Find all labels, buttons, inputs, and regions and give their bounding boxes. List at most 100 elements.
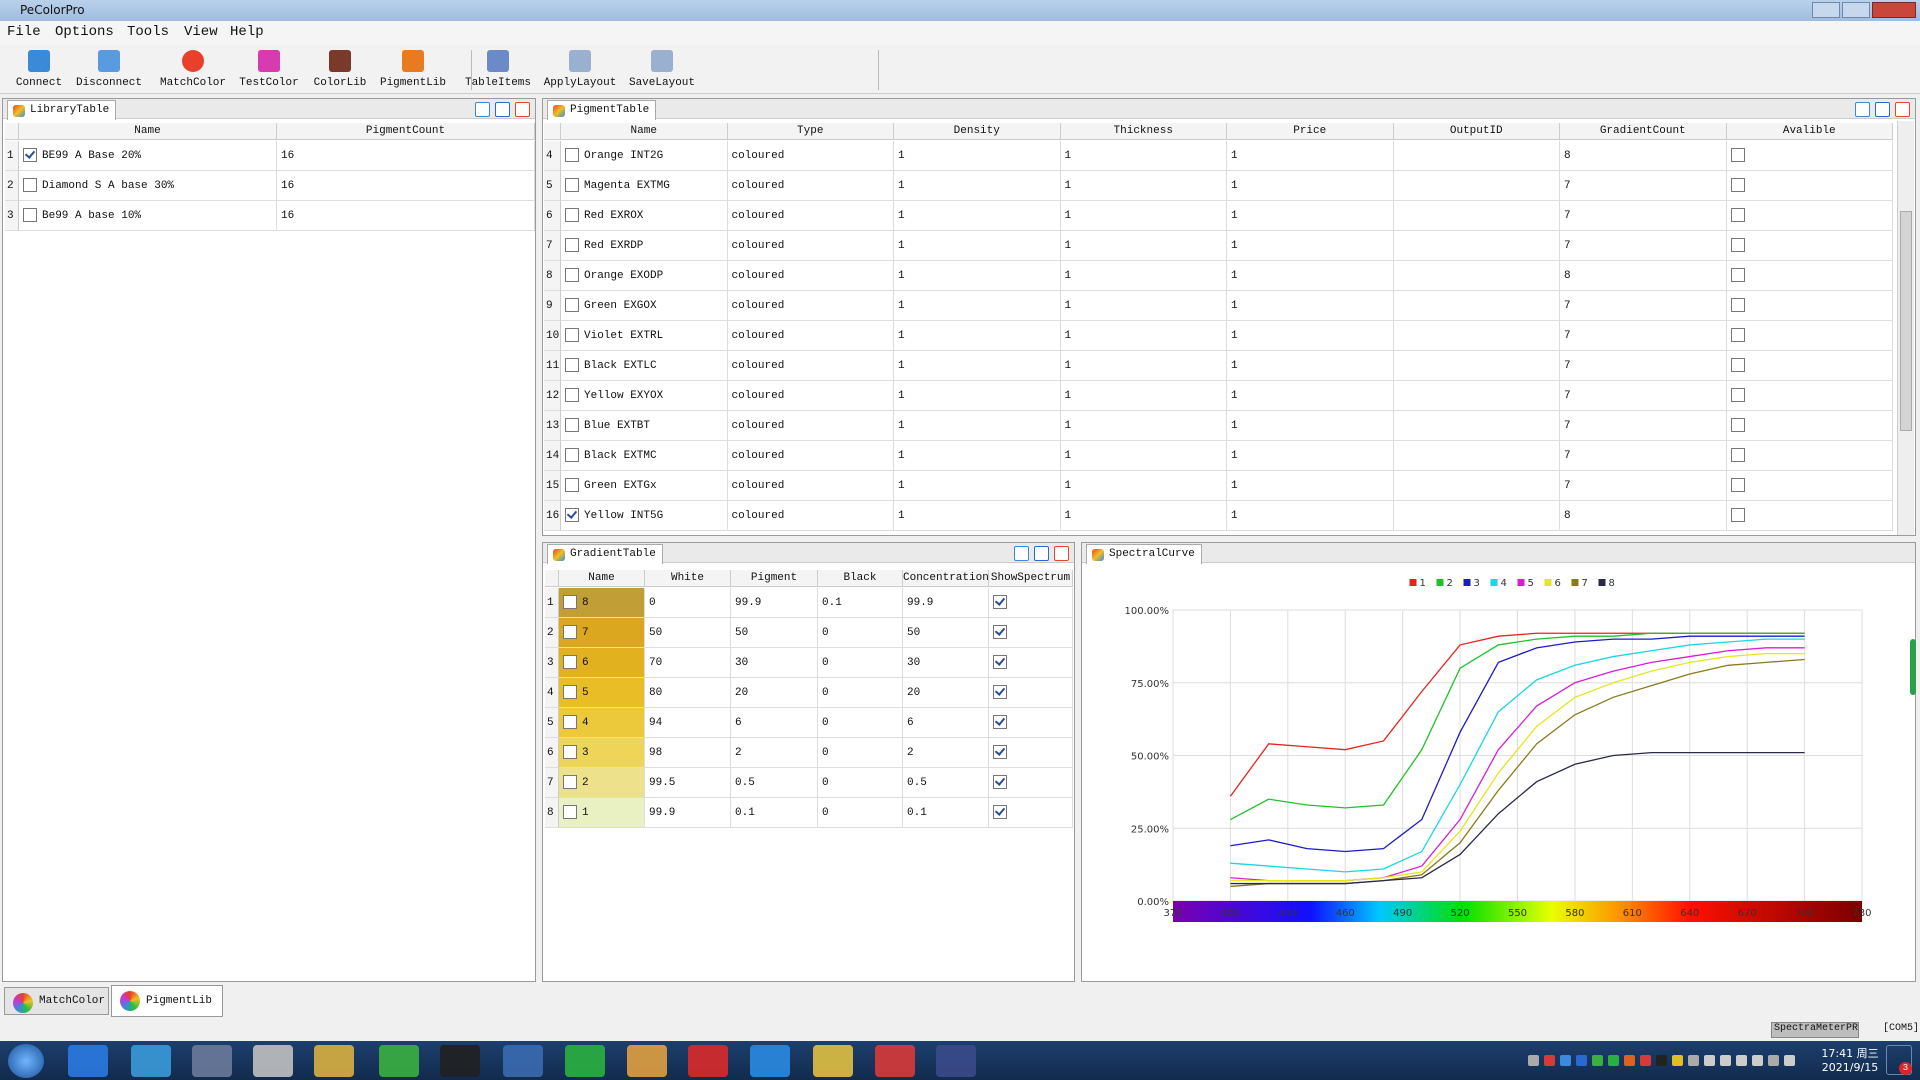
checkbox[interactable]	[1730, 358, 1745, 373]
table-cell[interactable]: 3	[559, 738, 645, 768]
table-cell[interactable]: coloured	[727, 261, 894, 291]
table-cell[interactable]: coloured	[727, 471, 894, 501]
checkbox[interactable]	[1730, 508, 1745, 523]
table-cell[interactable]: 0	[818, 618, 903, 648]
checkbox[interactable]	[565, 178, 579, 193]
table-cell[interactable]: 7	[1560, 201, 1727, 231]
table-cell[interactable]: Yellow EXYOX	[561, 381, 728, 411]
table-cell[interactable]: 1	[894, 501, 1061, 531]
table-cell[interactable]	[1393, 501, 1560, 531]
checkbox[interactable]	[563, 715, 577, 730]
notification-button[interactable]: 3	[1886, 1045, 1912, 1075]
checkbox[interactable]	[563, 655, 577, 670]
table-cell[interactable]	[1393, 351, 1560, 381]
checkbox[interactable]	[565, 238, 579, 253]
checkbox[interactable]	[563, 685, 577, 700]
toolbar-button[interactable]: ColorLib	[300, 47, 380, 92]
table-cell[interactable]: 16	[277, 201, 535, 231]
table-cell[interactable]: 1	[894, 141, 1061, 171]
table-cell[interactable]: 50	[731, 618, 818, 648]
table-cell[interactable]	[1726, 441, 1893, 471]
tray-icon[interactable]	[1624, 1055, 1635, 1066]
header-button[interactable]	[1054, 546, 1069, 561]
table-cell[interactable]: 1	[1060, 141, 1227, 171]
start-button[interactable]	[8, 1044, 44, 1078]
tray-icon[interactable]	[1672, 1055, 1683, 1066]
header-button[interactable]	[475, 102, 490, 117]
table-cell[interactable]: 0	[818, 678, 903, 708]
table-cell[interactable]: 1	[1227, 471, 1394, 501]
table-cell[interactable]: 50	[903, 618, 989, 648]
checkbox[interactable]	[563, 745, 577, 760]
table-cell[interactable]	[989, 678, 1073, 708]
checkbox[interactable]	[993, 655, 1007, 670]
taskbar-app[interactable]	[253, 1045, 294, 1077]
checkbox[interactable]	[993, 685, 1007, 700]
taskbar-app[interactable]	[626, 1045, 667, 1077]
table-cell[interactable]	[1726, 411, 1893, 441]
header-button[interactable]	[1895, 102, 1910, 117]
taskbar-app[interactable]	[875, 1045, 916, 1077]
table-cell[interactable]: coloured	[727, 201, 894, 231]
table-cell[interactable]: 1	[1227, 381, 1394, 411]
close-button[interactable]	[1872, 2, 1916, 18]
table-cell[interactable]	[1393, 201, 1560, 231]
table-cell[interactable]: 2	[559, 768, 645, 798]
table-cell[interactable]: 70	[645, 648, 731, 678]
tray-icon[interactable]	[1544, 1055, 1555, 1066]
checkbox[interactable]	[993, 805, 1007, 820]
table-cell[interactable]	[1726, 351, 1893, 381]
table-cell[interactable]: 2	[903, 738, 989, 768]
table-cell[interactable]	[1393, 381, 1560, 411]
column-header[interactable]: Concentration%	[903, 570, 989, 587]
table-cell[interactable]: coloured	[727, 441, 894, 471]
table-cell[interactable]	[1726, 201, 1893, 231]
header-button[interactable]	[1855, 102, 1870, 117]
taskbar-app[interactable]	[191, 1045, 232, 1077]
table-cell[interactable]: coloured	[727, 381, 894, 411]
table-cell[interactable]: 7	[1560, 381, 1727, 411]
checkbox[interactable]	[23, 208, 37, 223]
table-cell[interactable]	[1726, 381, 1893, 411]
menu-item[interactable]: File	[7, 24, 41, 40]
table-cell[interactable]: 94	[645, 708, 731, 738]
table-cell[interactable]: coloured	[727, 171, 894, 201]
scroll-thumb[interactable]	[1900, 211, 1912, 431]
table-cell[interactable]: 0	[645, 588, 731, 618]
table-cell[interactable]: 50	[645, 618, 731, 648]
toolbar-button[interactable]: MatchColor	[153, 47, 233, 92]
tray-icon[interactable]	[1576, 1055, 1587, 1066]
checkbox[interactable]	[1730, 418, 1745, 433]
table-cell[interactable]: 1	[894, 171, 1061, 201]
tray-icon[interactable]	[1608, 1055, 1619, 1066]
toolbar-button[interactable]: TestColor	[229, 47, 309, 92]
table-cell[interactable]: 7	[1560, 411, 1727, 441]
table-cell[interactable]: 0.1	[731, 798, 818, 828]
table-cell[interactable]: Diamond S A base 30%	[19, 171, 277, 201]
column-header[interactable]: Pigment	[731, 570, 818, 587]
toolbar-button[interactable]: PigmentLib	[373, 47, 453, 92]
menu-item[interactable]: Options	[55, 24, 114, 40]
table-cell[interactable]: 2	[731, 738, 818, 768]
table-cell[interactable]: 1	[1227, 351, 1394, 381]
checkbox[interactable]	[23, 148, 37, 163]
table-cell[interactable]: 6	[903, 708, 989, 738]
table-cell[interactable]: 1	[1060, 411, 1227, 441]
checkbox[interactable]	[993, 595, 1007, 610]
checkbox[interactable]	[565, 268, 579, 283]
table-cell[interactable]: 7	[559, 618, 645, 648]
table-cell[interactable]	[989, 618, 1073, 648]
checkbox[interactable]	[1730, 478, 1745, 493]
column-header[interactable]: Thickness	[1060, 123, 1227, 140]
toolbar-button[interactable]: Connect	[0, 47, 79, 92]
table-cell[interactable]: 16	[277, 171, 535, 201]
checkbox[interactable]	[563, 775, 577, 790]
table-cell[interactable]: 1	[1060, 231, 1227, 261]
column-header[interactable]: Black	[818, 570, 903, 587]
table-cell[interactable]: 20	[903, 678, 989, 708]
table-cell[interactable]: 1	[894, 321, 1061, 351]
checkbox[interactable]	[565, 208, 579, 223]
table-cell[interactable]: 0	[818, 798, 903, 828]
toolbar-button[interactable]: ApplyLayout	[540, 47, 620, 92]
table-cell[interactable]: 5	[559, 678, 645, 708]
